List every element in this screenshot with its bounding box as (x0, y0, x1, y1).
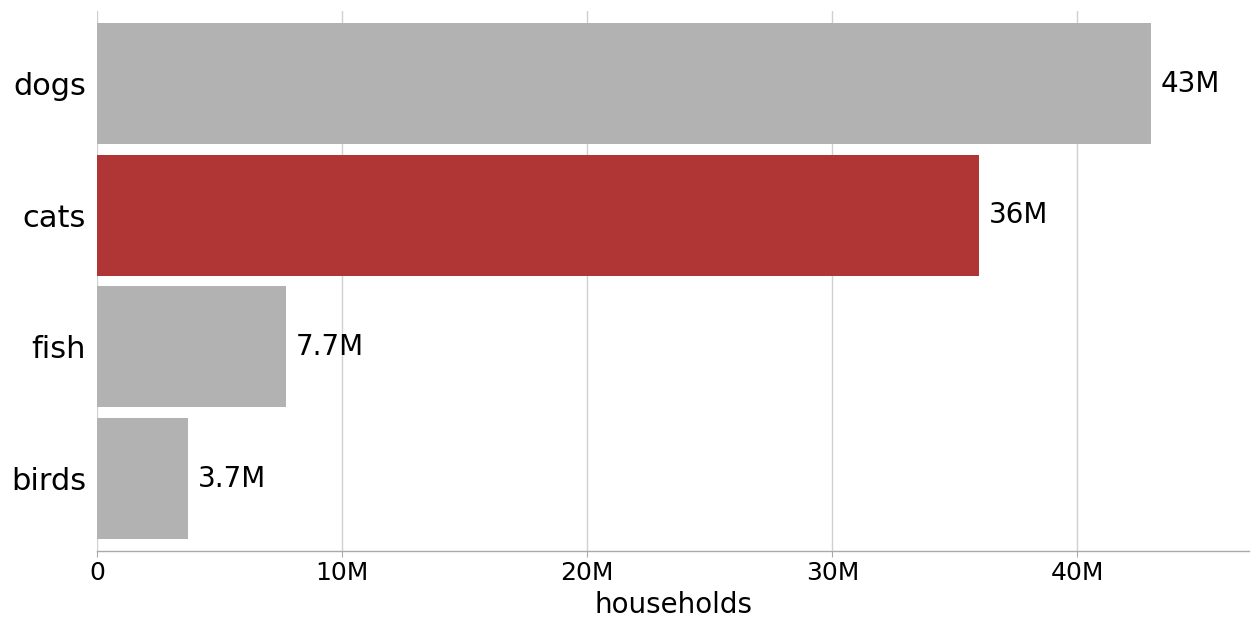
Text: 7.7M: 7.7M (296, 333, 364, 361)
Text: 43M: 43M (1160, 69, 1220, 98)
Bar (97, 154, 979, 276)
X-axis label: households: households (595, 591, 752, 619)
Bar (97, 23, 1150, 144)
Bar (97, 286, 286, 408)
Text: 36M: 36M (989, 201, 1048, 229)
Text: 3.7M: 3.7M (198, 464, 266, 493)
Bar (97, 418, 188, 539)
